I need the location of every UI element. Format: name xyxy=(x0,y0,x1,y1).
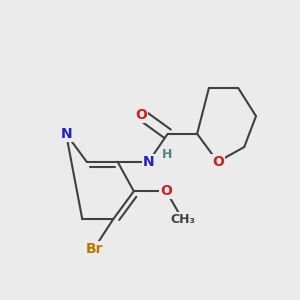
Text: Br: Br xyxy=(85,242,103,256)
Text: N: N xyxy=(60,127,72,141)
Text: O: O xyxy=(212,155,224,169)
Text: N: N xyxy=(143,155,154,169)
Text: O: O xyxy=(135,108,147,122)
Text: O: O xyxy=(160,184,172,198)
Text: CH₃: CH₃ xyxy=(170,213,195,226)
Text: H: H xyxy=(162,148,172,161)
